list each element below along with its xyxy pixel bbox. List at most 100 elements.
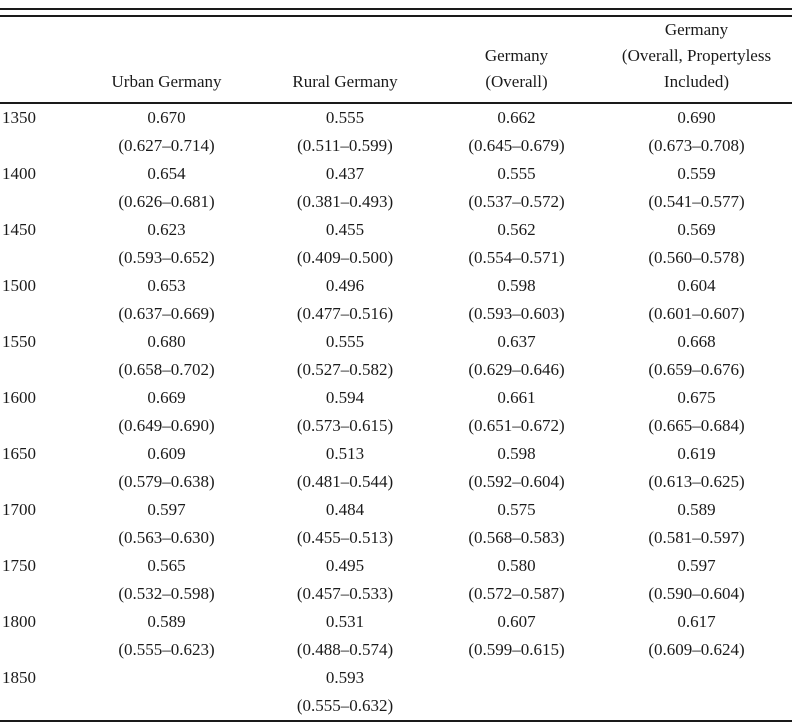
propertyless-ci: (0.581–0.597) bbox=[648, 528, 745, 547]
col-header-germany-overall: Germany (Overall) bbox=[432, 17, 601, 104]
rural-value: 0.593 bbox=[325, 668, 365, 687]
rural-ci: (0.477–0.516) bbox=[296, 304, 394, 323]
table-row-ci: (0.563–0.630) (0.455–0.513) (0.568–0.583… bbox=[0, 524, 792, 552]
urban-ci: (0.579–0.638) bbox=[118, 472, 215, 491]
overall-value: 0.637 bbox=[497, 332, 536, 351]
overall-value: 0.662 bbox=[497, 108, 536, 127]
overall-value: 0.661 bbox=[497, 388, 536, 407]
year-cell: 1450 bbox=[2, 220, 36, 239]
col-header-rural-germany: Rural Germany bbox=[258, 17, 432, 104]
urban-ci: (0.627–0.714) bbox=[118, 136, 215, 155]
propertyless-value: 0.617 bbox=[677, 612, 716, 631]
rural-value: 0.555 bbox=[325, 332, 365, 351]
overall-value: 0.598 bbox=[497, 444, 536, 463]
year-cell: 1600 bbox=[2, 388, 36, 407]
propertyless-value: 0.559 bbox=[677, 164, 716, 183]
rural-ci: (0.573–0.615) bbox=[296, 416, 394, 435]
urban-value: 0.589 bbox=[147, 612, 186, 631]
year-cell: 1650 bbox=[2, 444, 36, 463]
urban-ci: (0.563–0.630) bbox=[118, 528, 215, 547]
propertyless-value: 0.589 bbox=[677, 500, 716, 519]
rural-ci: (0.381–0.493) bbox=[296, 192, 394, 211]
table-row: 1500 0.653 0.496 0.598 0.604 bbox=[0, 272, 792, 300]
propertyless-value: 0.604 bbox=[677, 276, 716, 295]
overall-value: 0.562 bbox=[497, 220, 536, 239]
rural-ci: (0.527–0.582) bbox=[296, 360, 394, 379]
overall-value: 0.607 bbox=[497, 612, 536, 631]
table-row: 1600 0.669 0.594 0.661 0.675 bbox=[0, 384, 792, 412]
propertyless-ci: (0.609–0.624) bbox=[648, 640, 745, 659]
rural-value: 0.437 bbox=[325, 164, 365, 183]
table-row-ci: (0.626–0.681) (0.381–0.493) (0.537–0.572… bbox=[0, 188, 792, 216]
table-row: 1450 0.623 0.455 0.562 0.569 bbox=[0, 216, 792, 244]
year-cell: 1850 bbox=[2, 668, 36, 687]
propertyless-value: 0.675 bbox=[677, 388, 716, 407]
table-row-ci: (0.593–0.652) (0.409–0.500) (0.554–0.571… bbox=[0, 244, 792, 272]
overall-ci: (0.592–0.604) bbox=[468, 472, 565, 491]
col-header-germany-propertyless: Germany (Overall, Propertyless Included) bbox=[601, 17, 792, 104]
overall-ci: (0.651–0.672) bbox=[468, 416, 565, 435]
overall-value: 0.598 bbox=[497, 276, 536, 295]
overall-ci: (0.568–0.583) bbox=[468, 528, 565, 547]
propertyless-value: 0.668 bbox=[677, 332, 716, 351]
propertyless-ci: (0.541–0.577) bbox=[648, 192, 745, 211]
urban-ci: (0.555–0.623) bbox=[118, 640, 215, 659]
rural-ci: (0.488–0.574) bbox=[296, 640, 394, 659]
propertyless-ci: (0.673–0.708) bbox=[648, 136, 745, 155]
propertyless-value: 0.619 bbox=[677, 444, 716, 463]
table-row: 1550 0.680 0.555 0.637 0.668 bbox=[0, 328, 792, 356]
urban-value: 0.654 bbox=[147, 164, 186, 183]
urban-value: 0.680 bbox=[147, 332, 186, 351]
table-row: 1750 0.565 0.495 0.580 0.597 bbox=[0, 552, 792, 580]
rural-ci: (0.457–0.533) bbox=[296, 584, 394, 603]
table-row-ci: (0.637–0.669) (0.477–0.516) (0.593–0.603… bbox=[0, 300, 792, 328]
urban-value: 0.609 bbox=[147, 444, 186, 463]
overall-ci: (0.572–0.587) bbox=[468, 584, 565, 603]
table-row: 1700 0.597 0.484 0.575 0.589 bbox=[0, 496, 792, 524]
table-row-ci: (0.627–0.714) (0.511–0.599) (0.645–0.679… bbox=[0, 132, 792, 160]
urban-ci: (0.637–0.669) bbox=[118, 304, 215, 323]
year-cell: 1400 bbox=[2, 164, 36, 183]
table-row: 1350 0.670 0.555 0.662 0.690 bbox=[0, 103, 792, 132]
overall-value: 0.555 bbox=[497, 164, 536, 183]
overall-value bbox=[432, 664, 601, 692]
propertyless-ci: (0.601–0.607) bbox=[648, 304, 745, 323]
year-cell: 1750 bbox=[2, 556, 36, 575]
propertyless-ci: (0.613–0.625) bbox=[648, 472, 745, 491]
urban-value: 0.670 bbox=[147, 108, 186, 127]
table-row-ci: (0.649–0.690) (0.573–0.615) (0.651–0.672… bbox=[0, 412, 792, 440]
gini-table: Urban Germany Rural Germany Germany (Ove… bbox=[0, 17, 792, 722]
propertyless-value: 0.690 bbox=[677, 108, 716, 127]
urban-ci bbox=[75, 692, 258, 721]
urban-ci: (0.649–0.690) bbox=[118, 416, 215, 435]
overall-ci: (0.593–0.603) bbox=[468, 304, 565, 323]
urban-value: 0.653 bbox=[147, 276, 186, 295]
rural-ci: (0.555–0.632) bbox=[296, 696, 394, 715]
urban-ci: (0.532–0.598) bbox=[118, 584, 215, 603]
propertyless-ci: (0.659–0.676) bbox=[648, 360, 745, 379]
rural-value: 0.513 bbox=[325, 444, 365, 463]
propertyless-ci: (0.665–0.684) bbox=[648, 416, 745, 435]
urban-value: 0.623 bbox=[147, 220, 186, 239]
propertyless-value bbox=[601, 664, 792, 692]
overall-ci: (0.554–0.571) bbox=[468, 248, 565, 267]
col-header-urban-germany: Urban Germany bbox=[75, 17, 258, 104]
rural-ci: (0.511–0.599) bbox=[297, 136, 393, 155]
rural-value: 0.484 bbox=[325, 500, 365, 519]
table-top-rule bbox=[0, 8, 792, 17]
urban-value: 0.669 bbox=[147, 388, 186, 407]
overall-ci bbox=[432, 692, 601, 721]
overall-value: 0.575 bbox=[497, 500, 536, 519]
propertyless-value: 0.569 bbox=[677, 220, 716, 239]
urban-value: 0.565 bbox=[147, 556, 186, 575]
table-row: 1650 0.609 0.513 0.598 0.619 bbox=[0, 440, 792, 468]
rural-ci: (0.409–0.500) bbox=[296, 248, 394, 267]
table-row: 1400 0.654 0.437 0.555 0.559 bbox=[0, 160, 792, 188]
table-row: 1800 0.589 0.531 0.607 0.617 bbox=[0, 608, 792, 636]
propertyless-ci: (0.560–0.578) bbox=[648, 248, 745, 267]
overall-ci: (0.599–0.615) bbox=[468, 640, 565, 659]
urban-value: 0.597 bbox=[147, 500, 186, 519]
table-row-ci: (0.579–0.638) (0.481–0.544) (0.592–0.604… bbox=[0, 468, 792, 496]
year-cell: 1350 bbox=[2, 108, 36, 127]
